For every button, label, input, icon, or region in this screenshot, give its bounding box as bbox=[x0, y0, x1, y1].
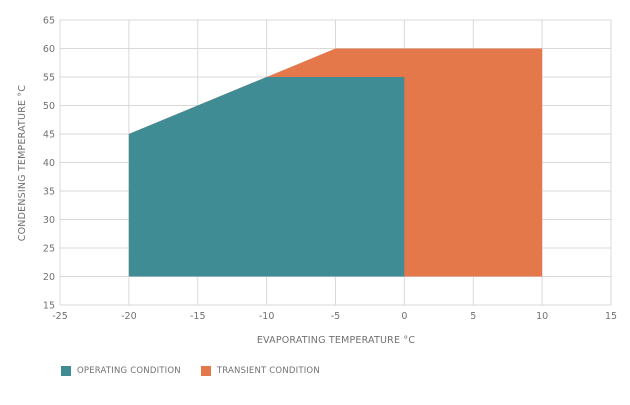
area-operating-condition bbox=[128, 77, 405, 277]
y-tick-label: 30 bbox=[43, 215, 55, 226]
y-tick-label: 20 bbox=[43, 272, 55, 283]
y-tick-label: 35 bbox=[43, 187, 55, 198]
x-tick-label: 15 bbox=[605, 311, 617, 322]
x-axis-ticks: -25 -20 -15 -10 -5 0 5 10 15 bbox=[52, 311, 617, 322]
envelope-areas bbox=[128, 48, 543, 277]
legend-swatch-transient bbox=[200, 366, 211, 376]
x-axis-title: EVAPORATING TEMPERATURE °C bbox=[257, 335, 416, 346]
y-tick-label: 65 bbox=[43, 16, 55, 27]
legend-label-transient: TRANSIENT CONDITION bbox=[216, 366, 320, 376]
y-tick-label: 25 bbox=[43, 244, 55, 255]
x-tick-label: 0 bbox=[401, 311, 407, 322]
legend-item-operating: OPERATING CONDITION bbox=[61, 366, 181, 376]
legend: OPERATING CONDITION TRANSIENT CONDITION bbox=[61, 365, 340, 377]
x-tick-label: -20 bbox=[121, 311, 137, 322]
y-tick-label: 15 bbox=[43, 301, 55, 312]
x-tick-label: -5 bbox=[331, 311, 340, 322]
legend-swatch-operating bbox=[61, 366, 71, 376]
x-tick-label: -15 bbox=[190, 311, 206, 322]
y-tick-label: 55 bbox=[43, 73, 55, 84]
x-tick-label: 5 bbox=[470, 311, 476, 322]
x-tick-label: -10 bbox=[259, 311, 275, 322]
y-tick-label: 50 bbox=[43, 101, 55, 112]
y-tick-label: 60 bbox=[43, 44, 55, 55]
x-tick-label: -25 bbox=[52, 311, 68, 322]
x-tick-label: 10 bbox=[536, 311, 548, 322]
y-axis-title: CONDENSING TEMPERATURE °C bbox=[17, 85, 28, 242]
legend-item-transient: TRANSIENT CONDITION bbox=[200, 366, 320, 376]
y-tick-label: 40 bbox=[43, 158, 55, 169]
legend-label-operating: OPERATING CONDITION bbox=[77, 366, 181, 376]
y-axis-ticks: 15 20 25 30 35 40 45 50 55 60 65 bbox=[43, 16, 55, 312]
y-tick-label: 45 bbox=[43, 130, 55, 141]
